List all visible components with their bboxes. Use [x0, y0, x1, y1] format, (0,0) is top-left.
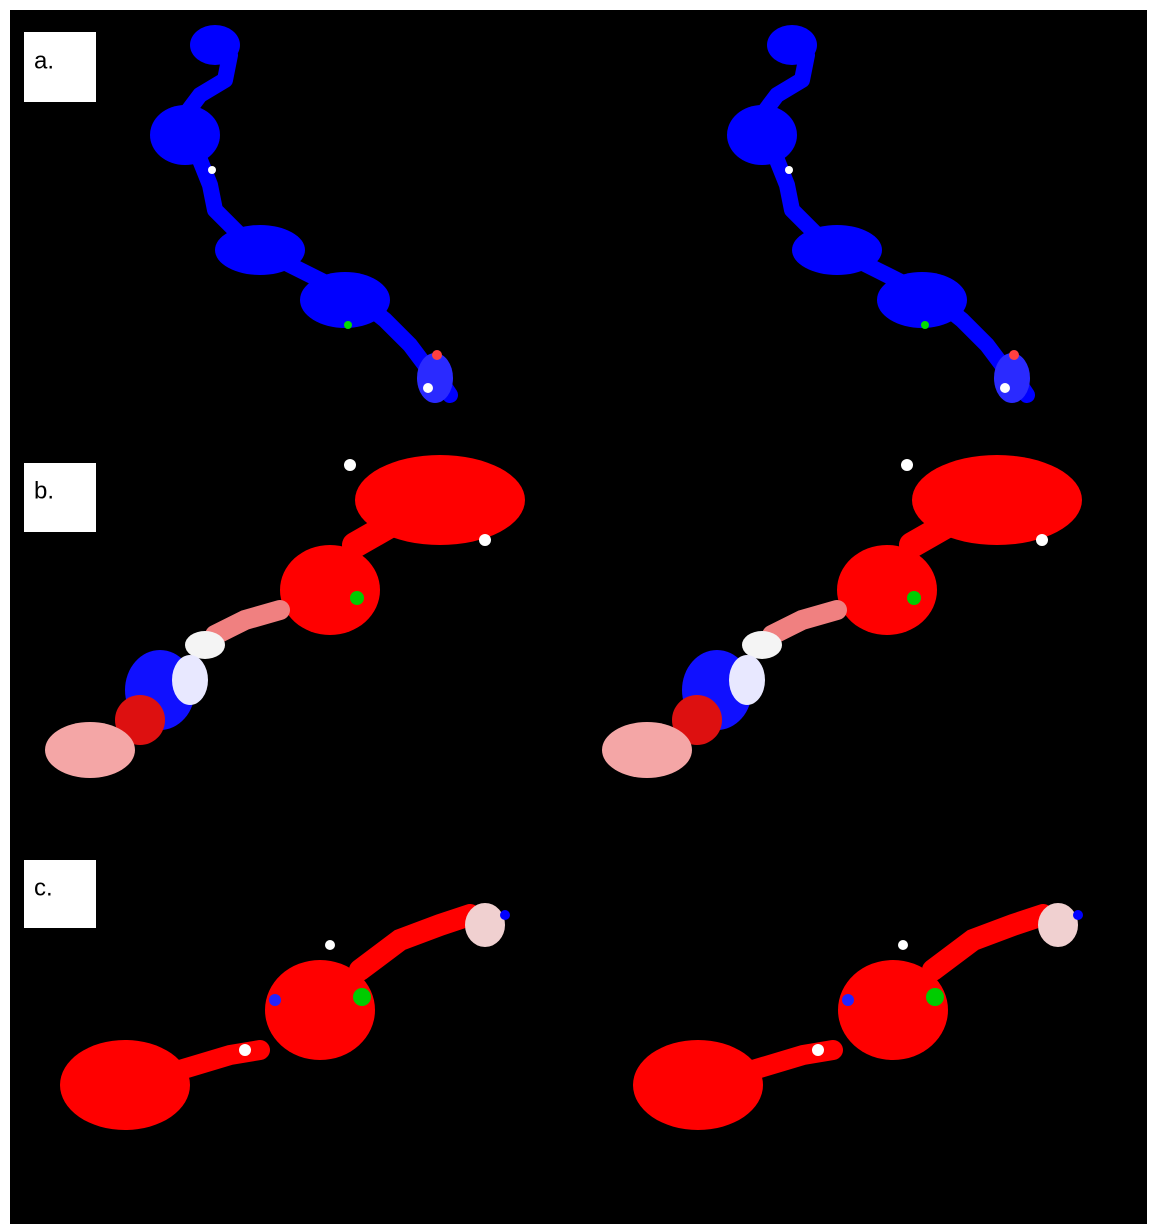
- label-box: [24, 463, 96, 532]
- label-box: [24, 32, 96, 102]
- panel-label: b.: [34, 477, 54, 504]
- panel-label: c.: [34, 874, 53, 901]
- panel-label: a.: [34, 47, 54, 74]
- label-box: [24, 860, 96, 928]
- background: [10, 10, 1147, 1224]
